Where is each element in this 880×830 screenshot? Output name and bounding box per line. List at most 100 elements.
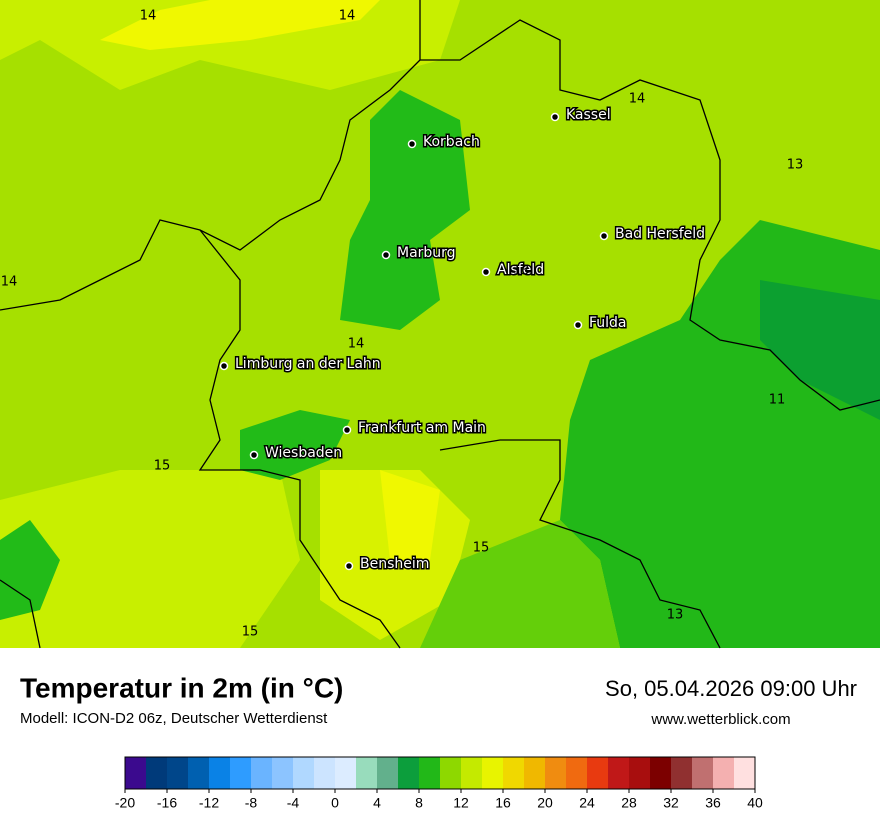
city-label: Frankfurt am Main xyxy=(358,420,486,436)
city-dot xyxy=(407,139,417,149)
contour-label: 14 xyxy=(1,275,18,290)
colorbar-tick-label: -12 xyxy=(199,795,219,811)
colorbar-tick-label: 16 xyxy=(495,795,511,811)
contour-label: 14 xyxy=(339,9,356,24)
city-label: Bensheim xyxy=(360,556,429,572)
colorbar-segment xyxy=(230,757,252,789)
city-dot xyxy=(573,320,583,330)
colorbar-segment xyxy=(629,757,651,789)
colorbar-tick-label: 0 xyxy=(331,795,339,811)
city-dot xyxy=(342,425,352,435)
contour-label: 13 xyxy=(513,264,530,279)
contour-label: 13 xyxy=(667,608,684,623)
city-label: Marburg xyxy=(397,245,456,261)
city-dot xyxy=(599,231,609,241)
colorbar-tick-label: 28 xyxy=(621,795,637,811)
colorbar-segment xyxy=(125,757,147,789)
contour-label: 11 xyxy=(769,393,786,408)
colorbar-tick-label: 36 xyxy=(705,795,721,811)
warm-area xyxy=(380,470,440,560)
colorbar-segment xyxy=(713,757,735,789)
border xyxy=(0,579,41,649)
border xyxy=(0,59,421,311)
warm-area xyxy=(0,470,300,648)
colorbar-segment xyxy=(293,757,315,789)
cool-area xyxy=(340,90,470,330)
contour-label: 14 xyxy=(348,337,365,352)
colorbar-segment xyxy=(398,757,420,789)
colorbar-segment xyxy=(587,757,609,789)
colorbar-tick-label: -4 xyxy=(287,795,300,811)
colorbar-segment xyxy=(440,757,462,789)
city-label: Wiesbaden xyxy=(265,445,342,461)
colorbar-segment xyxy=(251,757,273,789)
title: Temperatur in 2m (in °C) xyxy=(20,672,343,703)
contour-labels: 14 14 14 13 14 13 14 15 15 11 15 13 xyxy=(1,9,804,640)
date: So, 05.04.2026 09:00 Uhr xyxy=(605,676,857,701)
cool-area xyxy=(0,520,60,620)
colorbar-segment xyxy=(272,757,294,789)
website: www.wetterblick.com xyxy=(650,711,790,728)
colorbar-tick-label: 20 xyxy=(537,795,553,811)
city-label: Fulda xyxy=(589,315,627,331)
colorbar-tick-label: 4 xyxy=(373,795,381,811)
cold-area xyxy=(760,280,880,420)
city-label: Bad Hersfeld xyxy=(615,226,705,242)
colorbar-segment xyxy=(314,757,336,789)
cool-area xyxy=(420,520,620,648)
colorbar-segment xyxy=(692,757,714,789)
colorbar-segment xyxy=(377,757,399,789)
colorbar: -20 -16 -12 -8 -4 0 4 8 12 16 20 24 28 32 36 40 xyxy=(115,756,763,811)
city-label: Korbach xyxy=(423,134,480,150)
city-dot xyxy=(249,450,259,460)
warm-area xyxy=(100,0,380,50)
contour-label: 15 xyxy=(242,625,259,640)
colorbar-segment xyxy=(545,757,567,789)
border xyxy=(419,0,880,411)
colorbar-segment xyxy=(524,757,546,789)
border xyxy=(439,439,721,649)
colorbar-segment xyxy=(188,757,210,789)
contour-label: 15 xyxy=(154,459,171,474)
colorbar-tick-label: -16 xyxy=(157,795,177,811)
colorbar-segment xyxy=(650,757,672,789)
borders xyxy=(0,0,880,649)
city-dot xyxy=(550,112,560,122)
colorbar-tick-label: 12 xyxy=(453,795,469,811)
cool-area xyxy=(240,410,350,480)
contour-label: 14 xyxy=(629,92,646,107)
city-label: Kassel xyxy=(566,107,611,123)
contour-label: 15 xyxy=(473,541,490,556)
city-label: Limburg an der Lahn xyxy=(235,356,381,372)
colorbar-frame xyxy=(124,756,756,790)
subtitle: Modell: ICON-D2 06z, Deutscher Wetterdie… xyxy=(20,710,328,727)
colorbar-segment xyxy=(356,757,378,789)
map: Kassel Korbach Bad Hersfeld Marburg Alsfeld F… xyxy=(0,0,880,649)
colorbar-segment xyxy=(419,757,441,789)
colorbar-tick-label: 32 xyxy=(663,795,679,811)
colorbar-tick-label: 8 xyxy=(415,795,423,811)
cities: Kassel Korbach Bad Hersfeld Marburg Alsfeld F… xyxy=(219,106,707,574)
border xyxy=(198,229,401,649)
contour-label: 13 xyxy=(787,158,804,173)
colorbar-segment xyxy=(671,757,693,789)
colorbar-segment xyxy=(566,757,588,789)
colorbar-tick-label: -8 xyxy=(245,795,258,811)
contour-label: 14 xyxy=(140,9,157,24)
colorbar-segment xyxy=(608,757,630,789)
colorbar-segment xyxy=(461,757,483,789)
colorbar-tick-label: 40 xyxy=(747,795,763,811)
city-dot xyxy=(481,267,491,277)
colorbar-segment xyxy=(503,757,525,789)
colorbar-segment xyxy=(482,757,504,789)
city-dot xyxy=(381,250,391,260)
colorbar-segment xyxy=(335,757,357,789)
city-dot xyxy=(344,561,354,571)
city-dot xyxy=(219,361,229,371)
colorbar-segment xyxy=(167,757,189,789)
colorbar-tick-label: 24 xyxy=(579,795,595,811)
city-label: Alsfeld xyxy=(497,262,544,278)
colorbar-segment xyxy=(209,757,231,789)
